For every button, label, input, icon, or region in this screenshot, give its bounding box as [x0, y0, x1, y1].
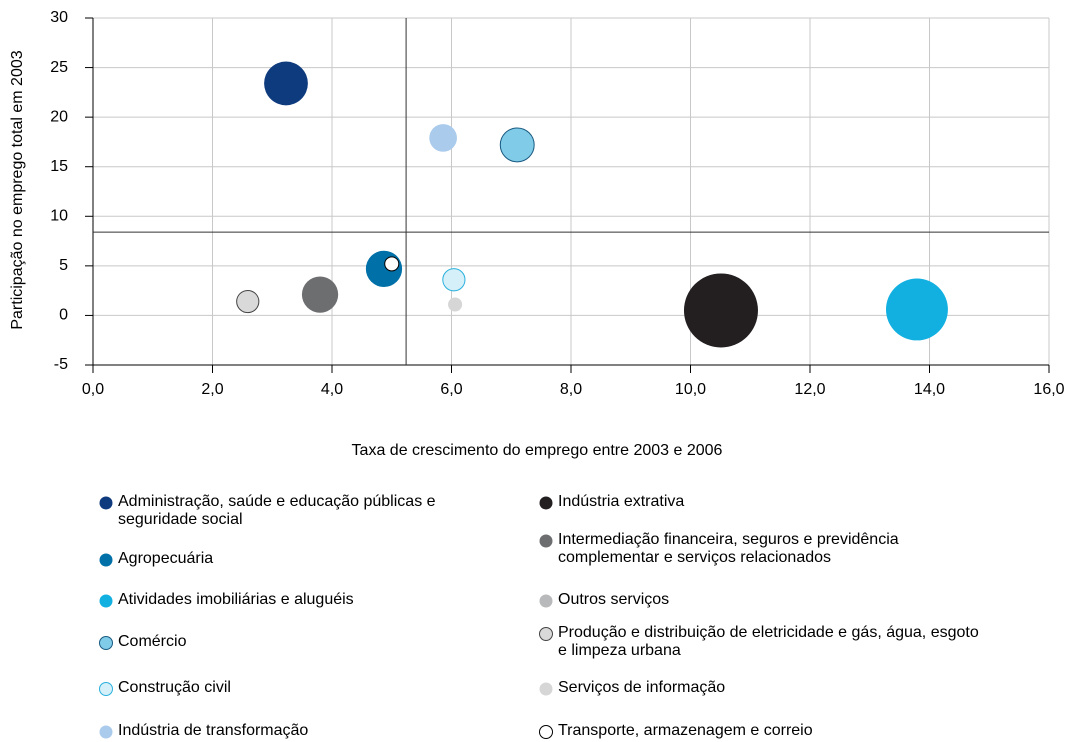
legend-marker [99, 553, 113, 567]
y-tick-label: 30 [50, 9, 68, 26]
x-tick-label: 14,0 [914, 381, 945, 398]
legend-marker [99, 725, 113, 739]
y-tick-label: 0 [59, 307, 68, 324]
y-tick-label: 5 [59, 257, 68, 274]
legend-label: Indústria extrativa [558, 493, 685, 510]
x-tick-label: 10,0 [675, 381, 706, 398]
bubble [683, 273, 758, 348]
x-tick-label: 0,0 [82, 381, 104, 398]
bubble [448, 297, 463, 312]
bubble [429, 124, 457, 152]
x-tick-label: 8,0 [560, 381, 582, 398]
legend-label: Agropecuária [118, 550, 214, 567]
x-tick-label: 2,0 [201, 381, 223, 398]
bubble [442, 268, 466, 292]
legend-label: Produção e distribuição de eletricidade … [558, 624, 979, 659]
legend-marker [539, 627, 553, 641]
x-tick-label: 12,0 [794, 381, 825, 398]
legend-marker [539, 496, 553, 510]
x-tick-label: 16,0 [1033, 381, 1064, 398]
y-tick-label: 20 [50, 108, 68, 125]
bubble [264, 61, 308, 106]
legend-label: Atividades imobiliárias e aluguéis [118, 591, 354, 608]
legend-marker [539, 725, 553, 739]
bubble [384, 256, 400, 272]
bubble [236, 289, 260, 314]
bubble [301, 276, 339, 313]
y-tick-label: 25 [50, 59, 68, 76]
legend-marker [539, 534, 553, 548]
legend-label: Outros serviços [558, 591, 670, 608]
legend-label: Serviços de informação [558, 679, 726, 696]
legend-label: Administração, saúde e educação públicas… [118, 493, 436, 528]
x-tick-label: 6,0 [440, 381, 462, 398]
legend-marker [99, 496, 113, 510]
x-tick-label: 4,0 [321, 381, 343, 398]
y-tick-label: 15 [50, 158, 68, 175]
x-axis-label: Taxa de crescimento do emprego entre 200… [352, 442, 723, 459]
legend-label: Intermediação financeira, seguros e prev… [558, 531, 899, 566]
legend-label: Comércio [118, 633, 187, 650]
legend-label: Construção civil [118, 679, 231, 696]
legend-marker [99, 636, 113, 650]
legend-label: Indústria de transformação [118, 722, 309, 739]
bubble [885, 278, 948, 341]
legend-marker [539, 594, 553, 608]
legend-marker [539, 682, 553, 696]
y-axis-label: Participação no emprego total em 2003 [9, 50, 26, 329]
bubble [499, 127, 535, 163]
y-tick-label: 10 [50, 208, 68, 225]
legend-label: Transporte, armazenagem e correio [558, 722, 813, 739]
y-tick-label: -5 [54, 356, 68, 373]
legend-marker [99, 682, 113, 696]
legend-marker [99, 594, 113, 608]
